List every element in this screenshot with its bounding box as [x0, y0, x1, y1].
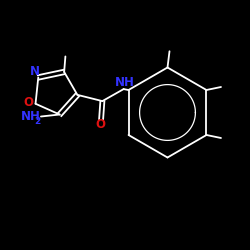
Text: 2: 2 [34, 117, 40, 126]
Text: NH: NH [21, 110, 41, 122]
Text: O: O [24, 96, 34, 109]
Text: O: O [96, 118, 106, 131]
Text: NH: NH [115, 76, 135, 89]
Text: N: N [30, 66, 40, 78]
